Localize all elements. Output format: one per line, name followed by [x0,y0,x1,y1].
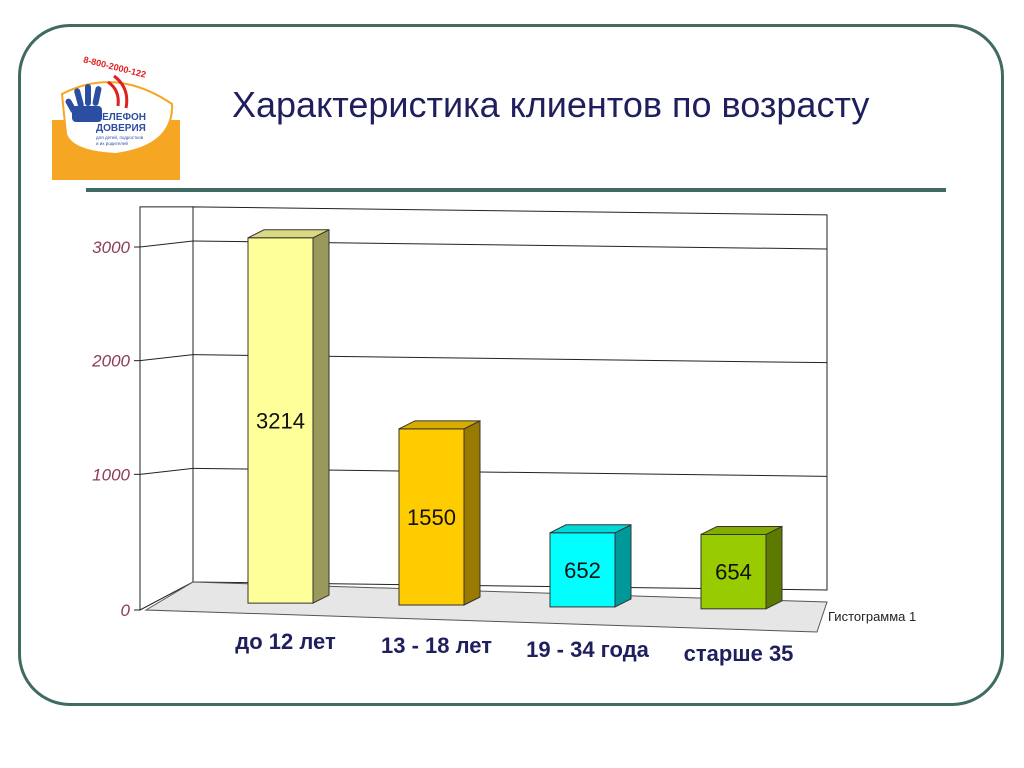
data-label: 652 [564,558,601,583]
gridline-side [139,354,194,362]
x-category-label: 19 - 34 года [526,637,650,662]
y-tick-label: 1000 [92,465,130,484]
data-label: 1550 [407,505,456,530]
x-category-label: старше 35 [684,641,794,666]
slide-title: Характеристика клиентов по возрасту [232,84,870,125]
bar [549,532,616,608]
bar-side [312,228,330,604]
bar-side [765,525,783,610]
chart-back-wall [192,206,828,591]
bar-top [247,229,330,239]
y-tick-label: 2000 [91,352,130,371]
bar-top [700,525,783,535]
logo-tagline2: и их родителей [96,140,128,146]
legend-label: Гистограмма 1 [828,609,916,624]
bar-side [614,523,632,608]
bar-top [398,420,481,430]
logo-line1: ТЕЛЕФОН [96,112,146,123]
helpline-logo: 8-800-2000-122 ТЕЛЕФОН ДОВЕРИЯ для детей… [52,54,180,180]
data-label: 654 [715,560,752,585]
x-category-label: до 12 лет [235,629,336,654]
y-tick-label: 3000 [92,238,130,257]
bar-top [549,524,632,534]
y-tick-label: 0 [121,601,131,620]
bar-side [463,420,481,606]
logo-tagline1: для детей, подростков [96,134,144,140]
slide-frame [18,24,1004,706]
bar [247,237,314,604]
x-category-label: 13 - 18 лет [381,633,492,658]
title-divider [86,188,946,192]
logo-line2: ДОВЕРИЯ [96,123,146,134]
gridline-side [139,240,194,248]
data-label: 3214 [256,408,305,433]
chart-side-wall [139,206,194,611]
gridline-side [139,467,194,475]
bar [398,428,465,606]
